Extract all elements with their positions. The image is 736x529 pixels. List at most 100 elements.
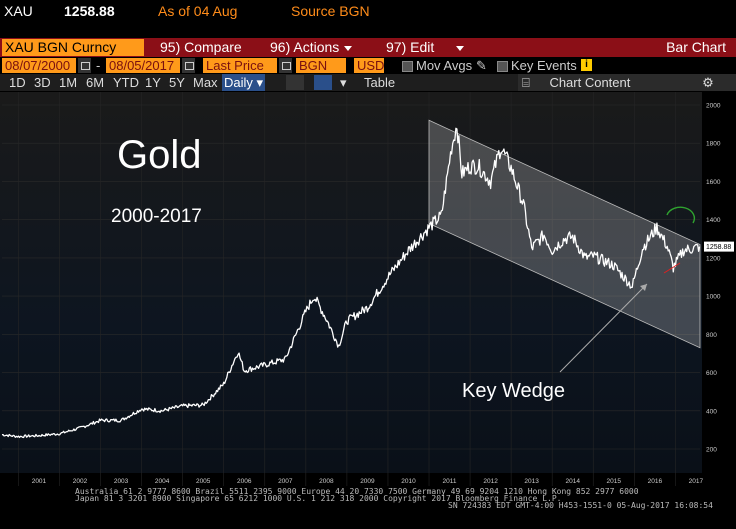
highlight-circle — [666, 206, 696, 224]
period-1m[interactable]: 1M — [59, 75, 78, 90]
gold-price-chart: 200 400 600 800 1000 1200 1400 1600 1800 2000 200… — [0, 92, 734, 486]
end-date-field[interactable]: 08/05/2017 — [106, 58, 180, 73]
arrow-head-icon — [640, 284, 647, 291]
x-tick-label: 2017 — [689, 478, 704, 485]
chart-title: Gold — [117, 133, 202, 177]
start-date-field[interactable]: 08/07/2000 — [2, 58, 76, 73]
x-tick-label: 2001 — [32, 478, 47, 485]
function-toolbar: XAU BGN Curncy 95) Compare 96) Actions 9… — [0, 38, 736, 57]
calendar-icon[interactable] — [182, 58, 195, 73]
frequency-label: Daily — [224, 75, 253, 90]
y-tick-label: 1600 — [706, 179, 721, 186]
price-source: Source BGN — [291, 3, 370, 19]
x-tick-label: 2008 — [319, 478, 334, 485]
plot-background — [0, 92, 702, 473]
x-tick-label: 2006 — [237, 478, 252, 485]
chart-type-label[interactable]: Bar Chart — [666, 39, 726, 55]
wedge-channel — [428, 119, 701, 349]
footer-line-1: Australia 61 2 9777 8600 Brazil 5511 239… — [75, 487, 639, 496]
edit-number: 97) — [386, 39, 407, 55]
period-toolbar: 1D 3D 1M 6M YTD 1Y 5Y Max Daily ▾ ▾ Tabl… — [0, 74, 736, 91]
x-tick-label: 2010 — [401, 478, 416, 485]
price-series-line — [1, 127, 701, 439]
period-6m[interactable]: 6M — [86, 75, 105, 90]
x-tick-label: 2013 — [524, 478, 539, 485]
mov-avgs-label: Mov Avgs — [416, 58, 473, 73]
period-3d[interactable]: 3D — [34, 75, 51, 90]
actions-label: Actions — [293, 39, 340, 55]
y-tick-label: 400 — [706, 408, 717, 415]
calendar-icon[interactable] — [78, 58, 91, 73]
grid — [2, 92, 700, 486]
y-tick-label: 1800 — [706, 141, 721, 148]
footer-line-2: Japan 81 3 3201 8900 Singapore 65 6212 1… — [75, 494, 562, 503]
mov-avgs-checkbox[interactable] — [402, 61, 413, 72]
actions-number: 96) — [270, 39, 291, 55]
last-price: 1258.88 — [64, 3, 115, 19]
x-tick-label: 2002 — [73, 478, 88, 485]
compare-menu[interactable]: 95) Compare — [160, 38, 242, 57]
info-icon[interactable]: i — [581, 59, 592, 71]
period-1y[interactable]: 1Y — [145, 75, 161, 90]
x-tick-label: 2014 — [565, 478, 580, 485]
table-button[interactable]: Table — [364, 75, 396, 90]
x-tick-label: 2015 — [607, 478, 622, 485]
x-axis: 2001 2002 2003 2004 2005 2006 2007 2008 2009 2010… — [32, 478, 704, 485]
x-tick-label: 2012 — [483, 478, 498, 485]
edit-menu[interactable]: 97) Edit — [386, 38, 465, 57]
actions-menu[interactable]: 96) Actions — [270, 38, 353, 57]
x-tick-label: 2011 — [443, 478, 457, 485]
compare-number: 95) — [160, 39, 181, 55]
price-field-select[interactable]: Last Price — [203, 58, 277, 73]
chevron-down-icon — [344, 45, 353, 51]
chart-parameters-bar: 08/07/2000 - 08/05/2017 Last Price BGN U… — [0, 57, 736, 74]
as-of-date: As of 04 Aug — [158, 3, 238, 19]
source-field[interactable]: BGN — [296, 58, 346, 73]
quote-header: XAU 1258.88 As of 04 Aug Source BGN — [0, 0, 736, 22]
y-tick-label: 1200 — [706, 255, 721, 262]
annotation-arrow — [559, 283, 648, 373]
ticker-symbol: XAU — [4, 3, 33, 19]
x-tick-label: 2004 — [155, 478, 170, 485]
edit-label: Edit — [410, 39, 435, 55]
key-wedge-annotation: Key Wedge — [462, 380, 565, 402]
last-price-tag — [704, 241, 734, 252]
chart-subtitle: 2000-2017 — [111, 206, 202, 227]
chart-settings-icon: ⌸ — [522, 75, 530, 90]
y-tick-label: 1000 — [706, 294, 721, 301]
y-tick-label: 600 — [706, 370, 717, 377]
x-tick-label: 2009 — [360, 478, 375, 485]
compare-label: Compare — [184, 39, 242, 55]
footer-line-3: SN 724383 EDT GMT-4:00 H453-1551-0 05-Au… — [448, 501, 713, 510]
y-tick-label: 800 — [706, 332, 717, 339]
x-tick-label: 2007 — [278, 478, 293, 485]
y-tick-label: 1400 — [706, 217, 721, 224]
key-events-label: Key Events — [511, 58, 577, 73]
period-ytd[interactable]: YTD — [113, 75, 139, 90]
period-1d[interactable]: 1D — [9, 75, 26, 90]
last-price-tag-label: 1258.88 — [706, 244, 731, 251]
key-events-checkbox[interactable] — [497, 61, 508, 72]
period-5y[interactable]: 5Y — [169, 75, 185, 90]
x-tick-label: 2005 — [196, 478, 211, 485]
security-field[interactable]: XAU BGN Curncy — [2, 39, 144, 56]
gear-icon[interactable]: ⚙ — [680, 74, 736, 91]
chart-content-button[interactable]: ⌸ Chart Content — [518, 74, 680, 91]
x-tick-label: 2003 — [114, 478, 129, 485]
chart-content-label: Chart Content — [549, 75, 631, 90]
copyright-footer: Australia 61 2 9777 8600 Brazil 5511 239… — [0, 487, 736, 529]
y-tick-label: 200 — [706, 447, 717, 454]
line-chart-icon[interactable] — [286, 75, 304, 90]
y-axis: 200 400 600 800 1000 1200 1400 1600 1800 2000 — [706, 103, 721, 454]
currency-field[interactable]: USD — [354, 58, 384, 73]
frequency-select[interactable]: Daily ▾ — [222, 74, 266, 91]
pencil-icon[interactable]: ✎ — [476, 58, 487, 73]
y-tick-label: 2000 — [706, 103, 721, 110]
bar-style-icon[interactable] — [314, 75, 332, 90]
dropdown-icon[interactable] — [279, 58, 292, 73]
red-marker-line — [663, 262, 681, 274]
chevron-down-icon[interactable]: ▾ — [340, 75, 347, 90]
date-range-dash: - — [96, 58, 101, 73]
period-max[interactable]: Max — [193, 75, 218, 90]
chevron-down-icon — [456, 45, 465, 51]
